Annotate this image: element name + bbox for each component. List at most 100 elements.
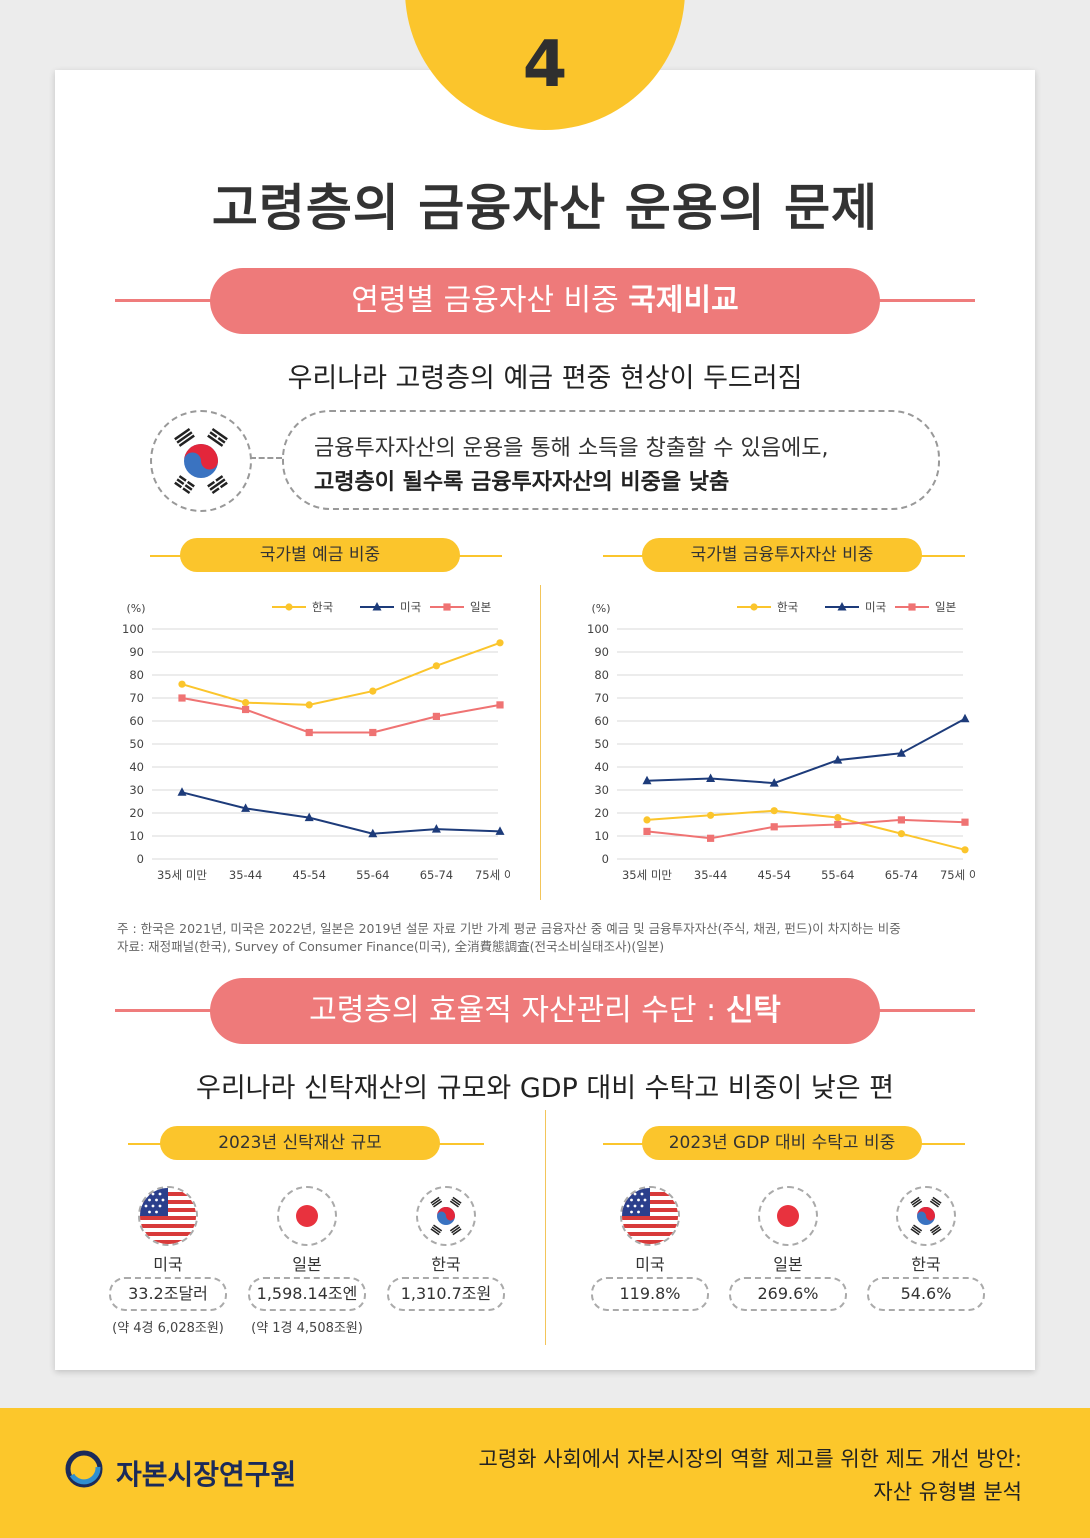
section1-subhead: 우리나라 고령층의 예금 편중 현상이 두드러짐 xyxy=(287,363,803,394)
legend-label: 한국 xyxy=(312,600,333,614)
data-point xyxy=(177,787,187,796)
footer-bar xyxy=(0,1408,1090,1538)
trust-divider xyxy=(545,1110,546,1345)
data-point xyxy=(769,778,779,787)
data-point xyxy=(834,820,842,829)
data-point xyxy=(241,803,251,812)
data-point xyxy=(368,828,378,838)
data-point xyxy=(643,816,651,824)
data-point xyxy=(896,748,906,757)
data-point xyxy=(495,826,505,835)
y-tick-label: 40 xyxy=(129,760,144,774)
y-tick-label: 100 xyxy=(122,622,144,636)
data-point xyxy=(178,680,186,688)
badge-number: 4 xyxy=(522,28,568,102)
trust-gdp-value-kr: 54.6% xyxy=(867,1277,985,1311)
y-tick-label: 0 xyxy=(137,852,144,866)
x-tick-label: 65-74 xyxy=(885,868,918,882)
series-line xyxy=(646,717,966,785)
data-point xyxy=(178,694,186,702)
trust-size-value-kr: 1,310.7조원 xyxy=(387,1277,505,1311)
series-일본 xyxy=(178,694,504,737)
y-tick-label: 40 xyxy=(594,760,609,774)
chart-divider xyxy=(540,585,541,900)
korea-flag-icon xyxy=(150,410,252,512)
logo-text: 자본시장연구원 xyxy=(116,1458,297,1491)
section1-pill: 연령별 금융자산 비중 국제비교 xyxy=(210,268,880,334)
y-tick-label: 0 xyxy=(602,852,609,866)
y-tick-label: 100 xyxy=(587,622,609,636)
trust-size-country-jp: 일본 xyxy=(292,1255,322,1274)
section2-pill-text: 고령층의 효율적 자산관리 수단 : xyxy=(309,993,726,1028)
legend-item: 미국 xyxy=(360,600,421,614)
x-tick-label: 45-54 xyxy=(292,868,325,882)
x-tick-label: 35-44 xyxy=(694,868,727,882)
data-point xyxy=(707,811,715,819)
data-point xyxy=(908,603,916,611)
x-tick-label: 75세 이상 xyxy=(475,868,510,882)
legend-item: 한국 xyxy=(737,600,798,614)
series-한국 xyxy=(643,807,969,854)
x-tick-label: 65-74 xyxy=(420,868,453,882)
chart1-title: 국가별 예금 비중 xyxy=(180,538,460,572)
x-tick-label: 45-54 xyxy=(757,868,790,882)
explanation-bubble: 금융투자자산의 운용을 통해 소득을 창출할 수 있음에도, 고령층이 될수록 … xyxy=(282,410,940,510)
note-line1: 주 : 한국은 2021년, 미국은 2022년, 일본은 2019년 설문 자… xyxy=(117,921,901,936)
data-point xyxy=(834,814,842,822)
legend-item: 한국 xyxy=(272,600,333,614)
series-line xyxy=(181,791,501,835)
trust-gdp-value-jp: 269.6% xyxy=(729,1277,847,1311)
series-일본 xyxy=(643,816,969,842)
y-tick-label: 70 xyxy=(129,691,144,705)
data-point xyxy=(285,603,293,611)
data-point xyxy=(770,807,778,815)
bubble-line2: 고령층이 될수록 금융투자자산의 비중을 낮춤 xyxy=(314,470,730,495)
investment-share-chart: (%) 0 10 20 30 40 50 60 70 80 90 100 35세 미만 35-44 45-5… xyxy=(587,600,975,882)
legend-label: 미국 xyxy=(400,600,421,614)
series-미국 xyxy=(642,713,970,787)
data-point xyxy=(304,812,314,822)
data-point xyxy=(305,701,313,709)
series-line xyxy=(181,641,501,706)
data-point xyxy=(432,662,440,670)
y-tick-label: 10 xyxy=(594,829,609,843)
trust-size-country-kr: 한국 xyxy=(431,1255,461,1274)
x-tick-label: 55-64 xyxy=(821,868,854,882)
trust-size-sub-us: (약 4경 6,028조원) xyxy=(112,1321,224,1336)
data-point xyxy=(837,602,847,611)
data-point xyxy=(707,834,715,842)
us-flag-icon xyxy=(138,1186,198,1246)
series-line xyxy=(646,818,966,840)
data-point xyxy=(960,713,970,723)
note-line2: 자료: 재정패널(한국), Survey of Consumer Finance… xyxy=(117,939,665,954)
data-point xyxy=(496,639,504,647)
data-point xyxy=(369,728,377,737)
trust-size-title: 2023년 신탁재산 규모 xyxy=(160,1126,440,1160)
data-point xyxy=(242,705,250,714)
series-미국 xyxy=(177,787,505,838)
deposit-share-chart: (%) 0 10 20 30 40 50 60 70 80 90 100 35세 미만 35-44 45-5… xyxy=(122,600,510,882)
data-point xyxy=(897,830,905,838)
data-point xyxy=(496,701,504,709)
series-line xyxy=(646,809,966,851)
y-tick-label: 90 xyxy=(129,645,144,659)
x-tick-label: 35세 미만 xyxy=(157,868,207,882)
korea-flag-icon xyxy=(896,1186,956,1246)
y-tick-label: 80 xyxy=(129,668,144,682)
data-point xyxy=(369,687,377,695)
data-point xyxy=(833,755,843,764)
data-point xyxy=(642,775,652,785)
chart2-title: 국가별 금융투자자산 비중 xyxy=(642,538,922,572)
japan-flag-icon xyxy=(277,1186,337,1246)
y-tick-label: 20 xyxy=(594,806,609,820)
y-tick-label: 70 xyxy=(594,691,609,705)
y-tick-label: 30 xyxy=(129,783,144,797)
korea-flag-icon xyxy=(416,1186,476,1246)
trust-size-country-us: 미국 xyxy=(153,1255,183,1274)
page-title: 고령층의 금융자산 운용의 문제 xyxy=(211,179,879,237)
trust-gdp-country-us: 미국 xyxy=(635,1255,665,1274)
series-line xyxy=(181,697,501,734)
legend-item: 일본 xyxy=(895,600,956,614)
section1-pill-text: 연령별 금융자산 비중 xyxy=(351,283,629,318)
y-tick-label: 50 xyxy=(129,737,144,751)
